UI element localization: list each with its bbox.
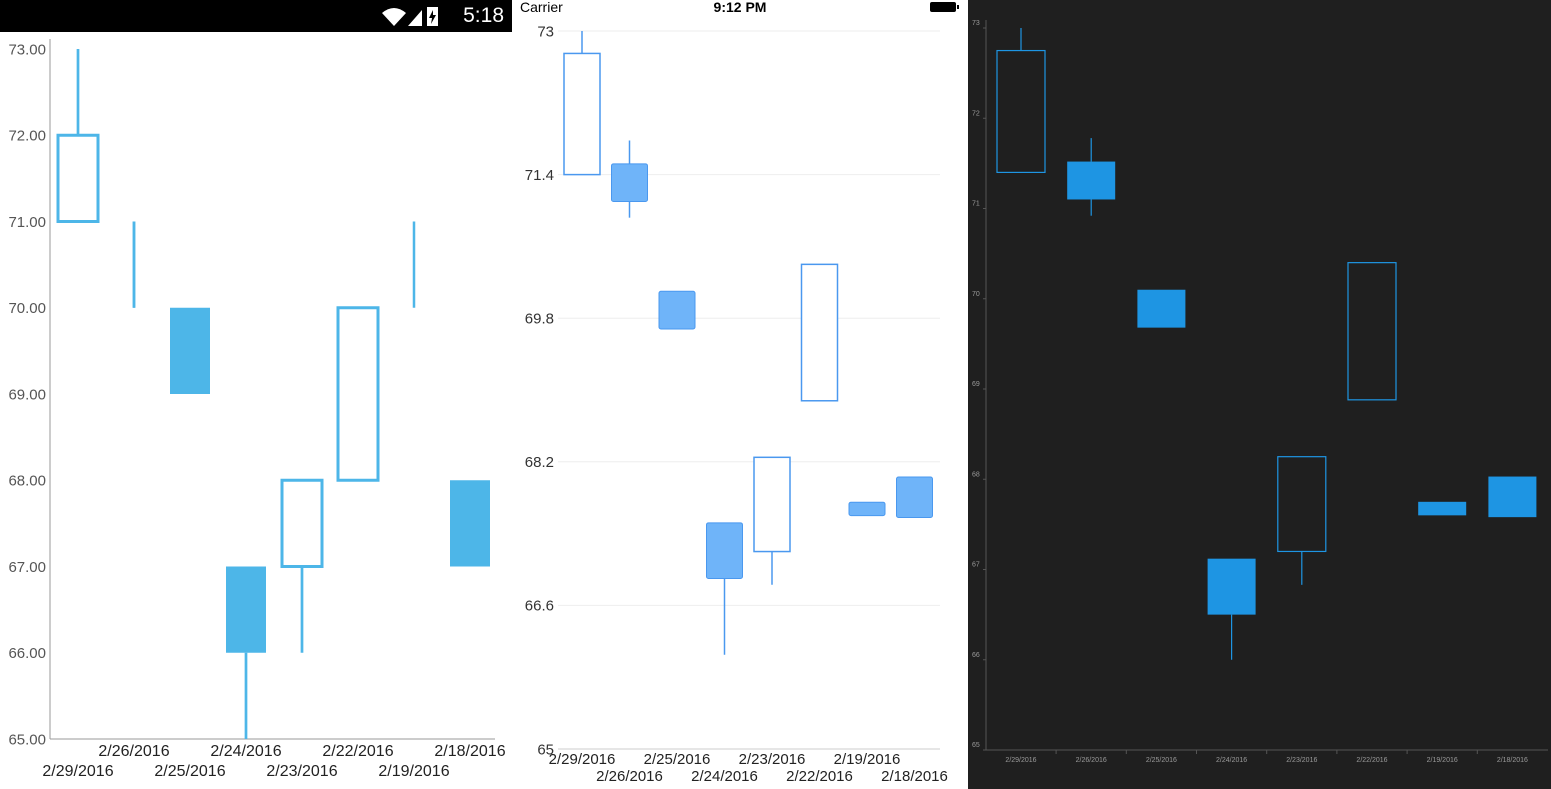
battery-icon xyxy=(930,2,959,12)
x-tick-label: 2/18/2016 xyxy=(434,743,505,760)
y-tick-label: 70 xyxy=(972,291,980,298)
x-tick-label: 2/24/2016 xyxy=(1216,757,1247,764)
candle-body-hollow xyxy=(280,478,324,568)
candle-body-filled xyxy=(1067,161,1116,200)
y-tick-label: 69.8 xyxy=(525,310,554,327)
x-tick-label: 2/26/2016 xyxy=(1076,757,1107,764)
candle-body-filled xyxy=(1488,476,1537,518)
x-tick-label: 2/29/2016 xyxy=(1005,757,1036,764)
android-candlestick-chart: 65.00 66.00 67.00 68.00 69.00 70.00 71.00 72.00… xyxy=(8,39,506,780)
candle-body-filled xyxy=(848,501,886,517)
y-tick-label: 66.6 xyxy=(525,598,554,615)
dark-chart-panel: 65 66 67 68 69 70 71 72 73 2/29/2016 2/26/2016 2/25… xyxy=(968,0,1551,789)
y-tick-label: 68.00 xyxy=(8,473,46,490)
candle-body-filled xyxy=(658,290,696,330)
status-icons xyxy=(382,7,438,26)
battery-charging-icon xyxy=(427,7,438,26)
ios-chart-panel: Carrier 9:12 PM 65 66.6 68.2 69.8 71.4 73 2/29… xyxy=(512,0,968,789)
x-tick-label: 2/19/2016 xyxy=(378,763,449,780)
candle-body-filled xyxy=(896,476,933,518)
y-tick-label: 73 xyxy=(537,23,554,40)
x-tick-label: 2/25/2016 xyxy=(1146,757,1177,764)
candle-body-filled xyxy=(1137,289,1186,328)
x-tick-label: 2/19/2016 xyxy=(834,751,901,768)
candle-body-hollow xyxy=(753,456,791,553)
x-tick-label: 2/22/2016 xyxy=(322,743,393,760)
y-tick-label: 68 xyxy=(972,471,980,478)
x-tick-label: 2/19/2016 xyxy=(1427,757,1458,764)
y-tick-label: 65 xyxy=(972,742,980,749)
y-tick-label: 65 xyxy=(537,741,554,758)
candle-body-filled xyxy=(226,566,266,653)
y-tick-label: 71.00 xyxy=(8,214,46,231)
x-tick-label: 2/29/2016 xyxy=(42,763,113,780)
candle-body-hollow xyxy=(996,49,1046,174)
candle-body-filled xyxy=(170,307,210,394)
x-tick-label: 2/23/2016 xyxy=(266,763,337,780)
y-tick-label: 72 xyxy=(972,110,980,117)
candle-body-filled xyxy=(611,163,648,203)
ios-status-bar: Carrier 9:12 PM xyxy=(512,0,968,16)
x-tick-label: 2/18/2016 xyxy=(1497,757,1528,764)
x-tick-label: 2/24/2016 xyxy=(210,743,281,760)
candle-body-filled xyxy=(450,480,490,567)
x-tick-label: 2/29/2016 xyxy=(549,751,616,768)
y-tick-label: 73 xyxy=(972,20,980,27)
candle-body-hollow xyxy=(1277,456,1327,553)
x-tick-label: 2/23/2016 xyxy=(1286,757,1317,764)
x-tick-label: 2/23/2016 xyxy=(739,751,806,768)
ios-candlestick-chart: 6566.668.269.871.4732/29/20162/26/20162/… xyxy=(525,23,948,785)
y-tick-label: 67 xyxy=(972,562,980,569)
y-tick-label: 69.00 xyxy=(8,386,46,403)
dark-candlestick-chart: 65 66 67 68 69 70 71 72 73 2/29/2016 2/26/2016 2/25… xyxy=(972,20,1548,764)
android-status-bar: 5:18 xyxy=(0,0,512,32)
y-tick-label: 70.00 xyxy=(8,300,46,317)
x-tick-label: 2/26/2016 xyxy=(98,743,169,760)
signal-icon xyxy=(408,10,422,26)
carrier-label: Carrier xyxy=(520,0,563,15)
x-tick-label: 2/22/2016 xyxy=(1356,757,1387,764)
candle-body-filled xyxy=(1418,501,1467,516)
y-tick-label: 71 xyxy=(972,201,980,208)
x-tick-label: 2/22/2016 xyxy=(786,768,853,785)
x-tick-label: 2/26/2016 xyxy=(596,768,663,785)
candle-body-hollow xyxy=(336,306,380,482)
y-tick-label: 65.00 xyxy=(8,731,46,748)
y-tick-label: 72.00 xyxy=(8,128,46,145)
y-tick-label: 66 xyxy=(972,652,980,659)
y-tick-label: 68.2 xyxy=(525,454,554,471)
android-chart-panel: 5:18 65.00 66.00 67.00 68.00 69.00 70.00 71.00… xyxy=(0,0,512,789)
candle-body-hollow xyxy=(563,52,601,176)
y-tick-label: 73.00 xyxy=(8,41,46,58)
candle-body-hollow xyxy=(1347,262,1397,401)
x-tick-label: 2/18/2016 xyxy=(881,768,948,785)
status-time: 5:18 xyxy=(463,4,504,27)
candle-body-filled xyxy=(706,522,743,579)
candle-body-filled xyxy=(1207,558,1256,615)
y-tick-label: 67.00 xyxy=(8,559,46,576)
x-tick-label: 2/24/2016 xyxy=(691,768,758,785)
wifi-icon xyxy=(382,8,406,26)
y-tick-label: 66.00 xyxy=(8,645,46,662)
candle-body-hollow xyxy=(56,133,100,223)
candle-body-hollow xyxy=(800,263,839,402)
y-tick-label: 71.4 xyxy=(525,167,554,184)
status-time: 9:12 PM xyxy=(713,0,767,15)
y-tick-label: 69 xyxy=(972,381,980,388)
x-tick-label: 2/25/2016 xyxy=(154,763,225,780)
x-tick-label: 2/25/2016 xyxy=(644,751,711,768)
